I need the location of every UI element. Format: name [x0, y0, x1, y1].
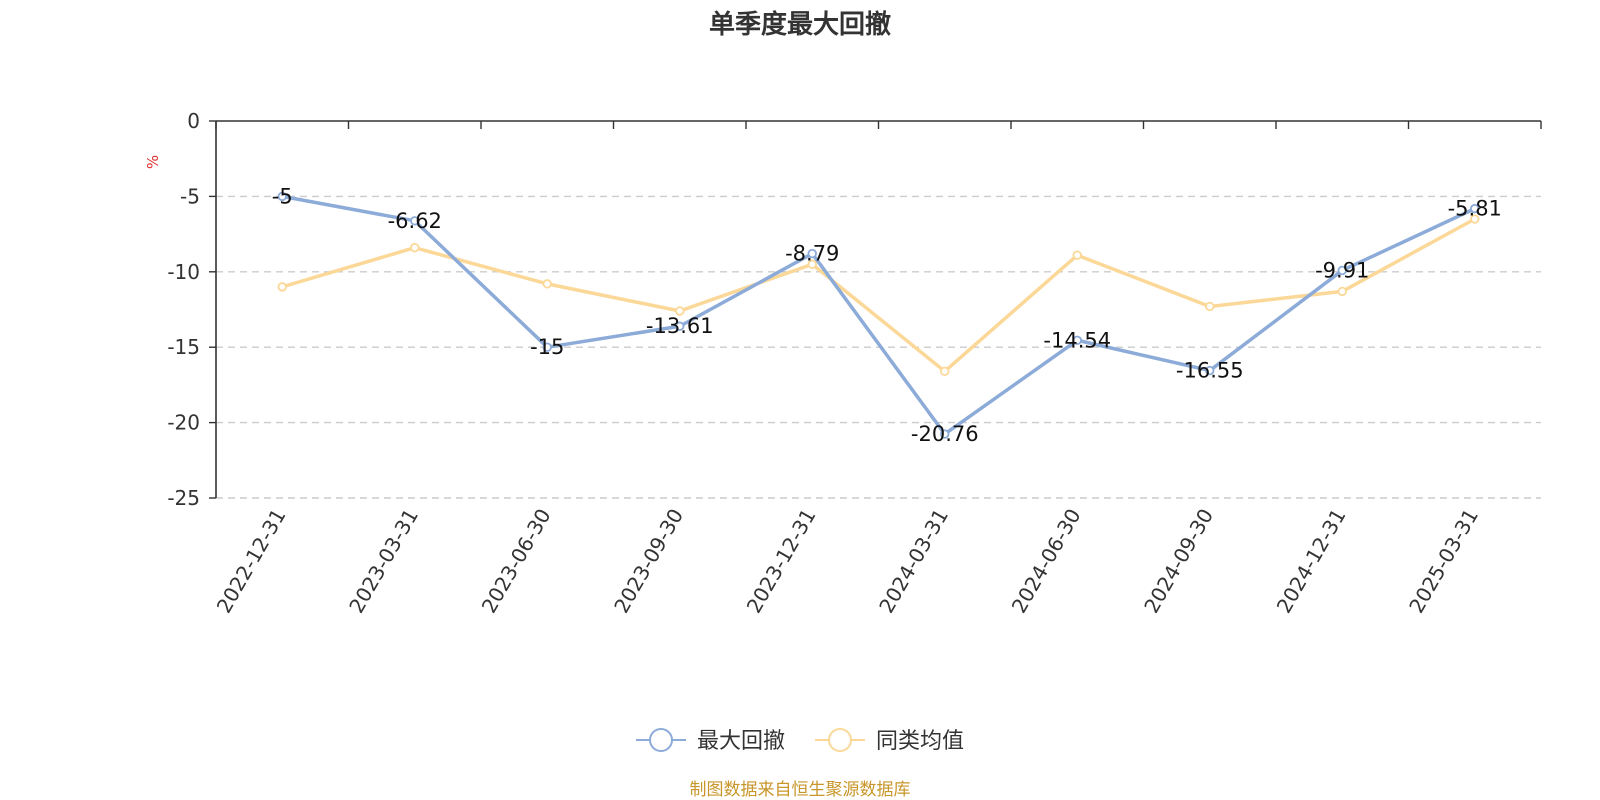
x-tick-label: 2024-12-31: [1272, 505, 1351, 618]
data-point[interactable]: [1072, 335, 1082, 345]
data-point[interactable]: [675, 321, 685, 331]
series-line-0: [281, 194, 1476, 436]
data-point[interactable]: [277, 191, 287, 202]
x-tick-label: 2023-09-30: [609, 505, 688, 618]
data-point[interactable]: [1072, 250, 1082, 260]
data-label: -9.91: [1315, 258, 1369, 282]
data-label: -6.62: [388, 209, 442, 233]
data-label-layer: -5 -6.62 -15 -13.61 -8.79 -20.76 -14.54 -16.55 -…: [272, 184, 1502, 446]
x-tick-label: 2024-06-30: [1007, 505, 1086, 618]
y-tick-label: -25: [167, 486, 200, 510]
legend[interactable]: 最大回撤 同类均值: [636, 728, 964, 754]
data-point[interactable]: [807, 259, 817, 269]
data-point[interactable]: [1205, 365, 1215, 376]
data-point[interactable]: [940, 366, 950, 377]
legend-marker: [828, 728, 852, 752]
data-label: -16.55: [1176, 359, 1244, 383]
data-label: -13.61: [646, 314, 714, 338]
data-point[interactable]: [277, 282, 287, 292]
x-tick-label: 2025-03-31: [1404, 505, 1483, 618]
y-tick-label: -15: [167, 335, 200, 359]
data-label: -15: [530, 335, 564, 359]
y-axis-unit-label: %: [144, 155, 162, 169]
x-tick-label: 2024-09-30: [1139, 505, 1218, 618]
data-point[interactable]: [1337, 286, 1347, 297]
legend-marker: [649, 728, 673, 752]
legend-item-0[interactable]: 最大回撤: [636, 728, 785, 754]
data-label: -14.54: [1043, 328, 1111, 352]
data-point[interactable]: [675, 306, 685, 316]
x-tick-label: 2023-03-31: [344, 505, 423, 618]
x-tick-label: 2023-12-31: [742, 505, 821, 618]
data-label: -5.81: [1448, 197, 1502, 221]
data-label: -20.76: [911, 422, 979, 446]
data-label: -5: [272, 184, 293, 208]
y-tick-label: -5: [180, 184, 200, 208]
data-point[interactable]: [542, 279, 552, 289]
data-point[interactable]: [940, 429, 950, 439]
data-label: -8.79: [785, 242, 839, 266]
grid-layer: [216, 195, 1541, 499]
data-source-note: 制图数据来自恒生聚源数据库: [690, 780, 911, 800]
x-tick-label: 2024-03-31: [874, 505, 953, 618]
data-point[interactable]: [1470, 203, 1480, 214]
data-point[interactable]: [1470, 214, 1480, 224]
data-point[interactable]: [1337, 265, 1347, 276]
x-tick-label: 2022-12-31: [212, 505, 291, 618]
series-line-1: [281, 217, 1476, 374]
data-point[interactable]: [410, 216, 420, 226]
data-point[interactable]: [542, 342, 552, 352]
legend-label: 最大回撤: [697, 729, 785, 754]
y-tick-label: 0: [187, 109, 200, 133]
chart-title: 单季度最大回撤: [709, 9, 891, 40]
data-point[interactable]: [807, 248, 817, 259]
x-tick-label: 2023-06-30: [477, 505, 556, 618]
data-point[interactable]: [1205, 301, 1215, 312]
data-point[interactable]: [410, 242, 420, 253]
y-tick-label: -20: [167, 411, 200, 435]
y-tick-label: -10: [167, 260, 200, 284]
legend-item-1[interactable]: 同类均值: [815, 728, 964, 754]
series-layer: [277, 191, 1480, 439]
axis-layer: 0 -5 -10 -15 -20 -25 2022-12-31 2023-03-31 2023-…: [167, 109, 1542, 618]
legend-label: 同类均值: [876, 729, 964, 754]
